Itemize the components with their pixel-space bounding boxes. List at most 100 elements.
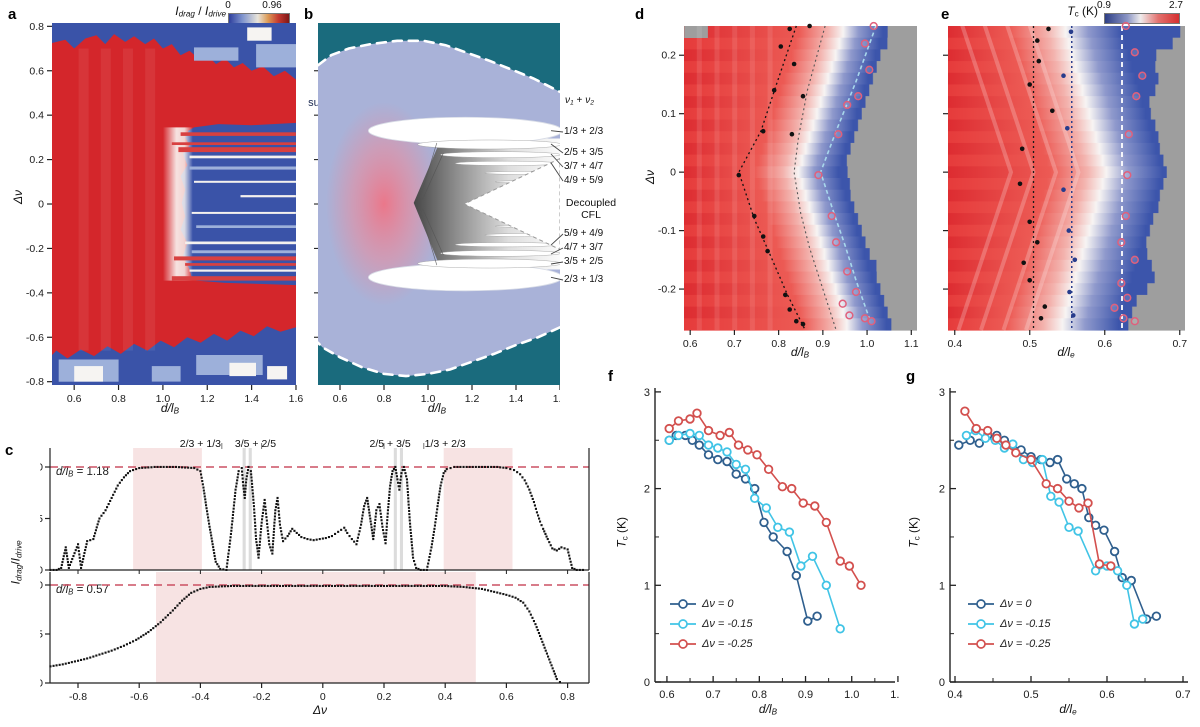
data-dot — [284, 537, 287, 540]
data-dot — [74, 549, 77, 552]
series-marker — [807, 551, 818, 561]
leader-line — [550, 261, 564, 265]
heatmap-row — [948, 61, 1185, 74]
data-dot — [225, 568, 228, 571]
black-dot — [787, 307, 792, 312]
data-dot — [263, 498, 266, 501]
data-dot — [89, 656, 92, 659]
data-dot — [406, 487, 409, 490]
data-dot — [413, 584, 416, 587]
data-dot — [166, 614, 169, 617]
data-dot — [78, 556, 81, 559]
data-dot — [435, 514, 438, 517]
data-dot — [384, 542, 387, 545]
data-dot — [84, 546, 87, 549]
data-dot — [235, 482, 238, 485]
data-dot — [278, 584, 281, 587]
data-dot — [214, 585, 217, 588]
series-marker — [722, 447, 732, 457]
heatmap-row — [684, 166, 917, 179]
heatmap-a-stripe — [189, 166, 296, 170]
data-dot — [551, 547, 554, 550]
heatmap-a-stripe — [189, 269, 296, 272]
data-dot — [483, 465, 486, 468]
data-dot — [230, 526, 233, 529]
black-dot — [736, 172, 742, 178]
navy-dot — [1072, 257, 1078, 263]
data-dot — [225, 565, 228, 568]
panel-f-xlabel: d/lB — [758, 702, 778, 717]
gfx — [318, 39, 560, 378]
data-dot — [210, 537, 213, 540]
data-dot — [376, 584, 379, 587]
data-dot — [295, 531, 298, 534]
panel-a-x-tick: 1.0 — [156, 393, 171, 405]
data-dot — [403, 469, 406, 472]
data-dot — [214, 557, 217, 560]
data-dot — [234, 491, 237, 494]
panel-g-x-tick: 0.4 — [947, 689, 962, 698]
data-dot — [212, 546, 215, 549]
data-dot — [408, 519, 411, 522]
legend-marker — [670, 639, 696, 649]
series-marker — [664, 435, 674, 445]
pink-circle — [843, 267, 852, 276]
series-marker — [743, 445, 753, 455]
data-dot — [390, 475, 393, 478]
data-dot — [340, 528, 343, 531]
data-dot — [244, 484, 247, 487]
black-dot — [1027, 219, 1032, 225]
filling-factor-label: 5/9 + 4/9 — [564, 228, 604, 239]
data-dot — [392, 584, 395, 587]
data-dot — [204, 501, 207, 504]
data-dot — [427, 562, 430, 565]
data-dot — [406, 491, 409, 494]
data-dot — [228, 546, 231, 549]
data-dot — [355, 543, 358, 546]
data-dot — [410, 544, 413, 547]
data-dot — [275, 584, 278, 587]
series-marker — [1106, 561, 1116, 571]
data-dot — [385, 522, 388, 525]
panel-c-y-tick: 0 — [40, 678, 43, 690]
heatmap-row — [948, 96, 1185, 109]
annotation-dlb-0.57: d/lB = 0.57 — [56, 584, 109, 597]
data-dot — [157, 623, 160, 626]
data-dot — [141, 466, 144, 469]
data-dot — [435, 584, 438, 587]
data-dot — [270, 549, 273, 552]
heatmap-row — [948, 236, 1185, 249]
data-dot — [204, 498, 207, 501]
panel-b-x-tick: 1.0 — [421, 393, 436, 405]
data-dot — [385, 529, 388, 532]
data-dot — [262, 508, 265, 511]
data-dot — [235, 485, 238, 488]
gfx — [976, 639, 986, 649]
data-dot — [581, 568, 584, 571]
data-dot — [264, 509, 267, 512]
heatmap-a-stripe — [240, 195, 296, 198]
data-dot — [247, 465, 250, 468]
phase-b-thin-lens — [440, 250, 560, 257]
data-dot — [516, 471, 519, 474]
data-dot — [444, 584, 447, 587]
series-marker — [821, 517, 831, 528]
panel-e-x-tick: 0.5 — [1022, 338, 1037, 350]
data-dot — [199, 470, 202, 473]
data-dot — [408, 509, 411, 512]
panel-e-x-tick: 0.6 — [1097, 338, 1112, 350]
data-dot — [255, 538, 258, 541]
data-dot — [419, 584, 422, 587]
data-dot — [288, 532, 291, 535]
legend-marker — [968, 619, 994, 629]
leader-line — [550, 143, 564, 154]
data-dot — [397, 485, 400, 488]
series-marker — [749, 493, 760, 503]
black-dot — [1046, 26, 1051, 32]
data-dot — [509, 468, 512, 471]
data-dot — [528, 488, 531, 491]
data-dot — [282, 540, 285, 543]
data-dot — [79, 560, 82, 563]
data-dot — [271, 546, 274, 549]
data-dot — [532, 501, 535, 504]
